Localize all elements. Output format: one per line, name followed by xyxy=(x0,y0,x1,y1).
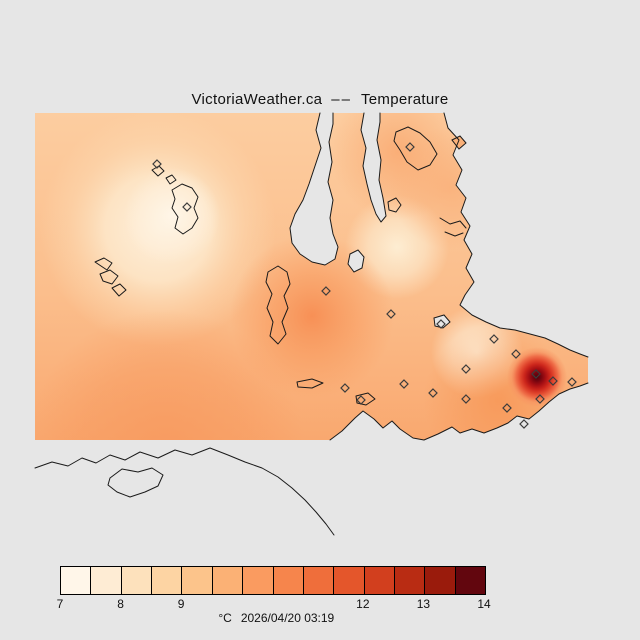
station-marker xyxy=(535,394,545,404)
station-marker xyxy=(152,159,162,169)
colorbar-tick-label: 14 xyxy=(477,597,491,611)
inlet-west xyxy=(290,113,338,265)
colorbar-cell xyxy=(243,567,274,594)
inlet-east xyxy=(361,113,386,222)
station-marker xyxy=(399,379,409,389)
coast-inlet-east xyxy=(360,112,387,223)
station-marker xyxy=(428,388,438,398)
islet-west-3 xyxy=(111,283,127,297)
island-northwest-small-2 xyxy=(165,174,177,185)
station-marker xyxy=(502,403,512,413)
unit-timestamp-label: °C 2026/04/20 03:19 xyxy=(202,597,338,639)
colorbar-cell xyxy=(212,567,244,594)
sea-regions xyxy=(290,113,588,440)
station-marker xyxy=(321,286,331,296)
island-northwest-large xyxy=(171,183,199,235)
coast-inlet-west xyxy=(289,112,339,266)
station-marker xyxy=(340,383,350,393)
colorbar-cell xyxy=(425,567,456,594)
colorbar-cell xyxy=(334,567,365,594)
colorbar-tick-label: 13 xyxy=(416,597,431,611)
bay-olympic xyxy=(107,467,164,498)
station-marker xyxy=(531,369,541,379)
station-marker xyxy=(489,334,499,344)
station-markers xyxy=(152,142,577,429)
colorbar-tick-label: 7 xyxy=(56,597,64,611)
timestamp-label: 2026/04/20 03:19 xyxy=(240,611,335,625)
station-marker xyxy=(356,395,366,405)
island-south-2 xyxy=(355,392,376,406)
coastline xyxy=(34,112,589,536)
map-title: VictoriaWeather.ca –– Temperature xyxy=(0,91,640,108)
colorbar-tick-label: 9 xyxy=(177,597,185,611)
station-marker xyxy=(436,319,446,329)
sea-south xyxy=(330,383,588,440)
islet-west-1 xyxy=(94,257,113,271)
station-marker xyxy=(405,142,415,152)
colorbar-cell xyxy=(303,567,335,594)
coast-olympic-peninsula xyxy=(34,447,335,536)
islet-west-2 xyxy=(99,269,119,285)
warm-patch-center xyxy=(230,234,394,398)
station-marker xyxy=(461,394,471,404)
coast-south-shore xyxy=(329,382,589,441)
island-south-1 xyxy=(296,378,324,389)
warm-patch-southwest xyxy=(35,310,305,440)
island-center xyxy=(265,265,291,345)
station-marker xyxy=(386,309,396,319)
colorbar-cell xyxy=(61,567,92,594)
island-north-1 xyxy=(393,126,438,171)
colorbar-cell xyxy=(394,567,426,594)
colorbar-cell xyxy=(91,567,122,594)
variable-name: Temperature xyxy=(360,91,449,108)
station-marker xyxy=(461,364,471,374)
site-name: VictoriaWeather.ca xyxy=(191,91,323,108)
colorbar-cell xyxy=(364,567,395,594)
islet-north-2 xyxy=(387,197,402,213)
colorbar-cell xyxy=(273,567,304,594)
coolest-spot xyxy=(124,168,220,264)
colorbar xyxy=(60,566,486,595)
bay-east-1 xyxy=(439,217,467,229)
sea-northeast xyxy=(444,113,588,357)
bay-east-2 xyxy=(444,231,464,237)
station-marker xyxy=(548,376,558,386)
lake-1 xyxy=(347,249,365,273)
colorbar-cell xyxy=(455,567,486,594)
title-separator: –– xyxy=(331,91,352,108)
station-marker xyxy=(511,349,521,359)
colorbar-cell xyxy=(182,567,213,594)
station-marker xyxy=(182,202,192,212)
colorbar-cell xyxy=(121,567,153,594)
colorbar-tick-label: 12 xyxy=(356,597,370,611)
colorbar-cell xyxy=(152,567,183,594)
station-marker xyxy=(519,419,529,429)
colorbar-tick-label: 8 xyxy=(117,597,124,611)
coast-northeast xyxy=(443,112,589,358)
station-marker xyxy=(567,377,577,387)
unit-label: °C xyxy=(218,611,232,625)
